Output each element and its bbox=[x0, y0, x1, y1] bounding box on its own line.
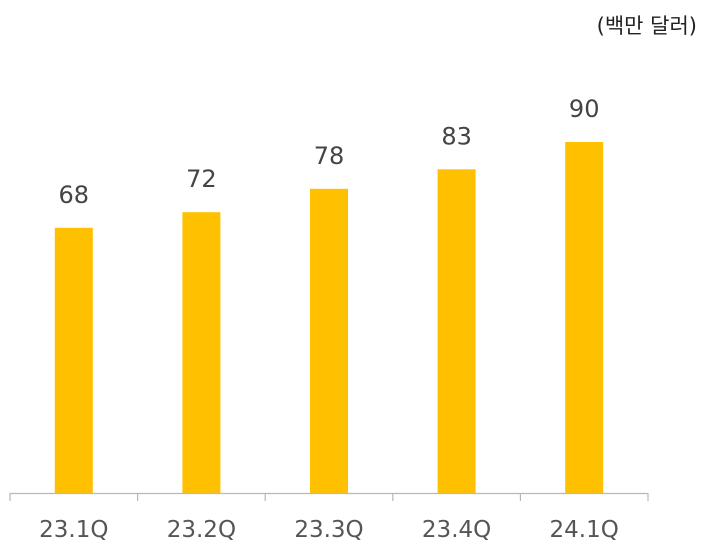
bar-24.1Q bbox=[565, 142, 604, 493]
x-axis-tick-labels-group: 23.1Q 23.2Q 23.3Q 23.4Q 24.1Q bbox=[39, 517, 619, 543]
bar-23.4Q bbox=[437, 169, 476, 494]
x-axis-ticks-group bbox=[9, 493, 649, 501]
data-label: 78 bbox=[314, 142, 345, 170]
bar-23.3Q bbox=[310, 188, 348, 494]
x-tick-label: 23.2Q bbox=[167, 517, 236, 543]
bar-23.1Q bbox=[54, 227, 93, 494]
data-label: 90 bbox=[569, 95, 600, 123]
data-label: 72 bbox=[186, 165, 217, 193]
bar-23.2Q bbox=[182, 212, 221, 493]
x-tick-label: 24.1Q bbox=[550, 517, 619, 543]
data-label: 68 bbox=[59, 181, 90, 209]
x-tick-label: 23.1Q bbox=[39, 517, 108, 543]
unit-label: (백만 달러) bbox=[597, 14, 697, 38]
x-tick-label: 23.4Q bbox=[422, 517, 491, 543]
x-tick-label: 23.3Q bbox=[294, 517, 363, 543]
data-labels-group: 68 72 78 83 90 bbox=[59, 95, 600, 209]
bars-group bbox=[54, 142, 604, 494]
data-label: 83 bbox=[441, 122, 472, 150]
